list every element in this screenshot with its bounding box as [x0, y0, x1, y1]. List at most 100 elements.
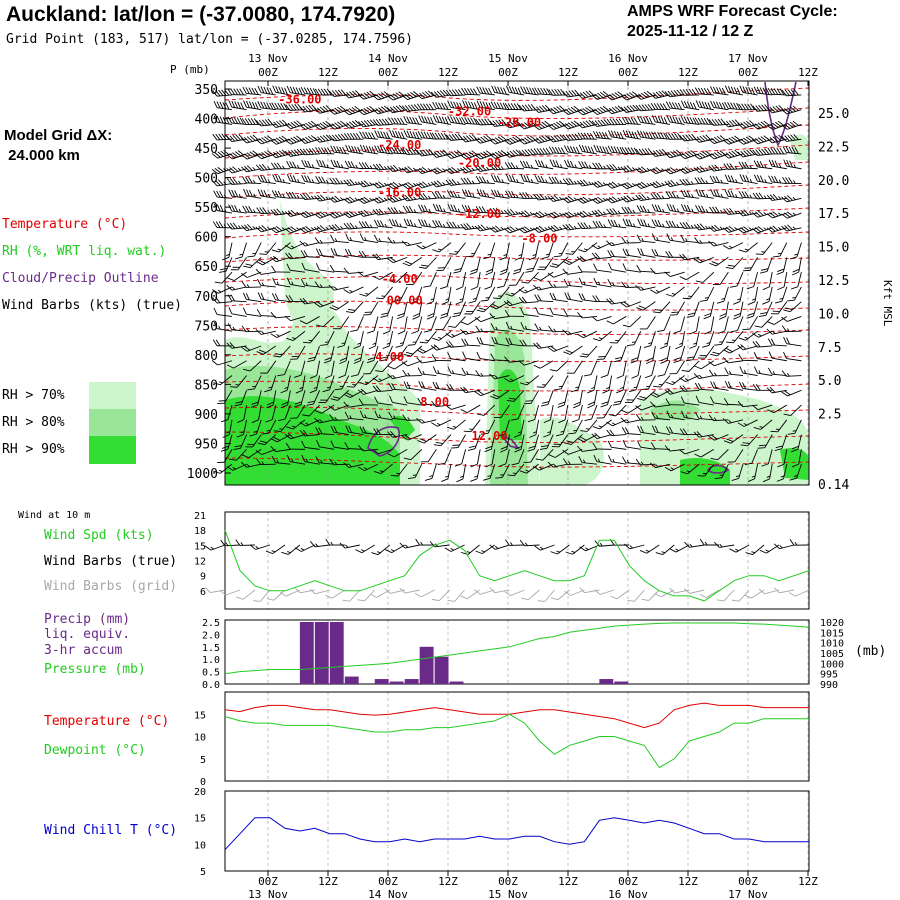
- barb-staff: [494, 107, 510, 111]
- wind-barb: [387, 256, 408, 264]
- barb-flag: [603, 119, 609, 126]
- wind-barb: [270, 135, 291, 145]
- barb-flag: [533, 364, 541, 369]
- barb-flag: [416, 93, 423, 99]
- barb-staff: [672, 286, 685, 297]
- barb-flag: [363, 107, 370, 114]
- barb-flag: [662, 103, 668, 110]
- barb-half: [383, 182, 388, 186]
- barb-flag: [299, 106, 306, 113]
- barb-flag: [343, 179, 349, 186]
- barb-staff: [455, 316, 466, 328]
- barb-flag: [650, 289, 657, 294]
- wind-barb: [503, 119, 525, 129]
- barb-staff: [319, 152, 335, 155]
- barb-flag: [242, 176, 247, 184]
- barb-flag: [239, 117, 245, 125]
- barb-flag: [292, 86, 297, 94]
- wind-barb: [299, 240, 320, 247]
- barb-flag: [757, 122, 764, 128]
- barb-flag: [652, 92, 659, 98]
- grid-point-subtitle: Grid Point (183, 517) lat/lon = (-37.028…: [6, 32, 413, 47]
- wind-barb: [708, 135, 729, 144]
- barb-flag: [742, 328, 750, 330]
- barb-flag: [465, 166, 472, 172]
- barb-flag: [246, 100, 250, 108]
- barb-flag: [506, 138, 513, 144]
- barb-flag: [432, 115, 437, 123]
- wind-barb: [255, 329, 276, 335]
- barb-half: [588, 197, 592, 201]
- barb-flag: [467, 117, 472, 125]
- barb-flag: [337, 106, 344, 112]
- wind-barb: [621, 146, 641, 155]
- barb-flag: [348, 145, 352, 153]
- barb-staff: [728, 373, 744, 376]
- barb-flag: [359, 293, 367, 297]
- barb-flag: [496, 102, 501, 109]
- barb-staff: [465, 344, 481, 347]
- barb-staff: [357, 316, 364, 331]
- wind-barb: [505, 190, 525, 199]
- wind-barb: [576, 119, 598, 129]
- barb-flag: [388, 117, 393, 125]
- barb-flag: [378, 181, 385, 187]
- barb-flag: [786, 122, 794, 128]
- wind-barb: [723, 242, 744, 250]
- barb-flag: [368, 132, 373, 139]
- barb-staff: [377, 225, 393, 229]
- barb-flag: [786, 107, 794, 113]
- barb-flag: [611, 93, 618, 99]
- wind-barb: [759, 257, 773, 274]
- barb-flag: [766, 137, 773, 144]
- barb-flag: [243, 165, 250, 172]
- legend-rh: RH (%, WRT liq. wat.): [2, 244, 167, 259]
- barb-flag: [565, 108, 572, 114]
- barb-flag: [736, 102, 741, 110]
- barb-staff: [476, 464, 481, 479]
- barb-flag: [276, 162, 282, 170]
- barb-flag: [748, 301, 756, 305]
- wind-barb: [447, 115, 466, 125]
- barb-flag: [733, 102, 738, 110]
- barb-flag: [372, 275, 380, 280]
- wind-barb: [664, 179, 685, 187]
- legend-rh80-label: RH > 80%: [2, 415, 65, 430]
- barb-flag: [668, 191, 674, 198]
- barb-flag: [664, 152, 671, 159]
- barb-staff: [771, 165, 787, 170]
- barb-flag: [215, 90, 221, 97]
- barb-staff: [421, 225, 437, 229]
- barb-flag: [597, 92, 604, 98]
- wind-barb: [402, 369, 422, 377]
- barb-flag: [724, 85, 729, 93]
- barb-flag: [481, 176, 487, 184]
- legend-rh70-swatch: [89, 382, 136, 409]
- barb-staff: [607, 360, 613, 376]
- barb-flag: [495, 119, 501, 126]
- barb-flag: [214, 168, 221, 174]
- barb-staff: [739, 301, 744, 317]
- barb-flag: [525, 192, 530, 199]
- barb-staff: [669, 226, 685, 229]
- barb-flag: [554, 89, 560, 96]
- wind-barb: [620, 301, 641, 308]
- barb-flag: [635, 104, 641, 112]
- barb-staff: [603, 404, 612, 419]
- barb-flag: [271, 190, 276, 197]
- barb-half: [282, 165, 285, 170]
- barb-flag: [655, 181, 662, 187]
- barb-flag: [477, 153, 484, 159]
- barb-flag: [547, 196, 554, 202]
- wind-barb: [666, 115, 685, 125]
- barb-flag: [702, 135, 709, 141]
- wind-barb: [789, 242, 802, 260]
- barb-flag: [678, 117, 683, 125]
- barb-flag: [261, 152, 268, 158]
- barb-half: [326, 164, 329, 168]
- barb-flag: [461, 87, 466, 95]
- wind-barb: [489, 225, 510, 233]
- barb-flag: [285, 104, 291, 111]
- barb-flag: [354, 146, 358, 154]
- barb-flag: [709, 175, 714, 183]
